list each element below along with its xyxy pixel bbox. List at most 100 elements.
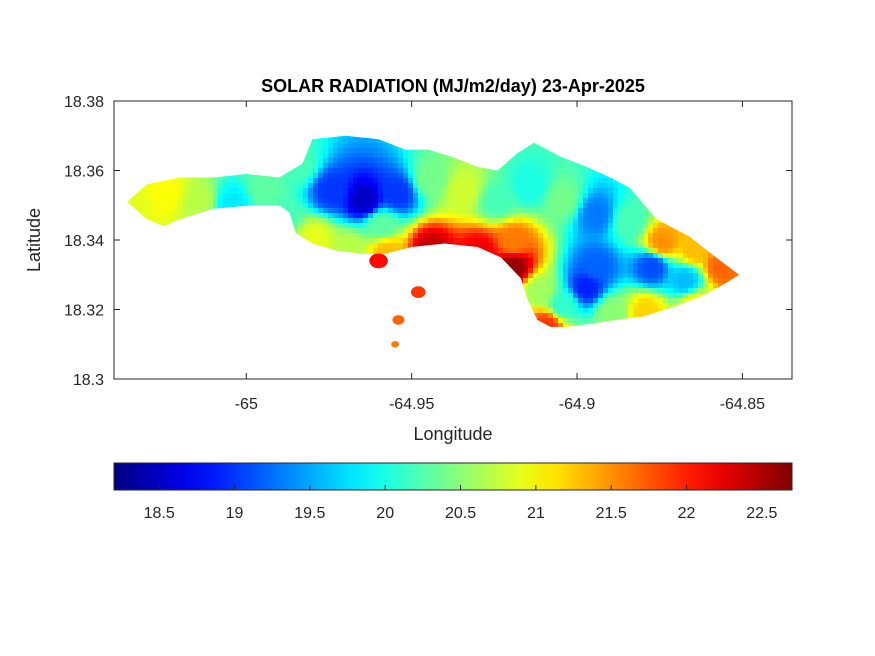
heatmap-cell bbox=[358, 193, 364, 199]
heatmap-cell bbox=[528, 143, 534, 149]
heatmap-cell bbox=[293, 203, 299, 209]
heatmap-cell bbox=[523, 243, 529, 249]
heatmap-cell bbox=[588, 193, 594, 199]
heatmap-cell bbox=[543, 163, 549, 169]
heatmap-cell bbox=[138, 208, 144, 214]
heatmap-cell bbox=[608, 238, 614, 244]
heatmap-cell bbox=[443, 163, 449, 169]
heatmap-cell bbox=[153, 213, 159, 219]
heatmap-cell bbox=[648, 223, 654, 229]
heatmap-cell bbox=[518, 268, 524, 274]
heatmap-cell bbox=[668, 238, 674, 244]
heatmap-cell bbox=[583, 203, 589, 209]
heatmap-cell bbox=[493, 178, 499, 184]
heatmap-cell bbox=[513, 208, 519, 214]
heatmap-cell bbox=[483, 183, 489, 189]
heatmap-cell bbox=[318, 218, 324, 224]
heatmap-cell bbox=[633, 253, 639, 259]
heatmap-cell bbox=[608, 273, 614, 279]
heatmap-cell bbox=[538, 223, 544, 229]
heatmap-cell bbox=[308, 158, 314, 164]
heatmap-cell bbox=[378, 188, 384, 194]
heatmap-cell bbox=[593, 253, 599, 259]
heatmap-cell bbox=[673, 228, 679, 234]
heatmap-cell bbox=[403, 208, 409, 214]
heatmap-cell bbox=[643, 263, 649, 269]
heatmap-cell bbox=[548, 208, 554, 214]
heatmap-cell bbox=[568, 263, 574, 269]
heatmap-cell bbox=[193, 198, 199, 204]
heatmap-cell bbox=[668, 278, 674, 284]
heatmap-cell bbox=[523, 263, 529, 269]
heatmap-cell bbox=[353, 135, 359, 139]
heatmap-cell bbox=[538, 253, 544, 259]
heatmap-cell bbox=[438, 228, 444, 234]
heatmap-cell bbox=[338, 233, 344, 239]
heatmap-cell bbox=[688, 263, 694, 269]
heatmap-cell bbox=[643, 258, 649, 264]
heatmap-cell bbox=[438, 178, 444, 184]
heatmap-cell bbox=[638, 293, 644, 299]
heatmap-cell bbox=[303, 178, 309, 184]
heatmap-cell bbox=[453, 238, 459, 244]
heatmap-cell bbox=[138, 203, 144, 209]
heatmap-cell bbox=[638, 243, 644, 249]
heatmap-cell bbox=[673, 248, 679, 254]
heatmap-cell bbox=[453, 183, 459, 189]
heatmap-cell bbox=[508, 173, 514, 179]
heatmap-cell bbox=[698, 268, 704, 274]
heatmap-cell bbox=[393, 203, 399, 209]
heatmap-cell bbox=[358, 228, 364, 234]
heatmap-cell bbox=[243, 193, 249, 199]
heatmap-cell bbox=[413, 213, 419, 219]
heatmap-cell bbox=[533, 278, 539, 284]
heatmap-cell bbox=[578, 278, 584, 284]
heatmap-cell bbox=[533, 193, 539, 199]
heatmap-cell bbox=[323, 223, 329, 229]
heatmap-cell bbox=[423, 228, 429, 234]
heatmap-cell bbox=[228, 173, 234, 179]
heatmap-cell bbox=[378, 163, 384, 169]
heatmap-cell bbox=[638, 278, 644, 284]
heatmap-cell bbox=[478, 243, 484, 249]
heatmap-cell bbox=[323, 213, 329, 219]
heatmap-cell bbox=[488, 208, 494, 214]
heatmap-cell bbox=[388, 228, 394, 234]
heatmap-cell bbox=[573, 178, 579, 184]
heatmap-cell bbox=[608, 248, 614, 254]
heatmap-cell bbox=[338, 178, 344, 184]
heatmap-cell bbox=[648, 238, 654, 244]
heatmap-cell bbox=[383, 153, 389, 159]
heatmap-cell bbox=[703, 268, 709, 274]
heatmap-cell bbox=[548, 158, 554, 164]
heatmap-cell bbox=[573, 193, 579, 199]
heatmap-cell bbox=[333, 193, 339, 199]
heatmap-cell bbox=[403, 228, 409, 234]
heatmap-cell bbox=[523, 273, 529, 279]
heatmap-cell bbox=[628, 243, 634, 249]
heatmap-cell bbox=[453, 233, 459, 239]
heatmap-cell bbox=[638, 218, 644, 224]
heatmap-cell bbox=[648, 243, 654, 249]
heatmap-cell bbox=[433, 203, 439, 209]
heatmap-cell bbox=[598, 263, 604, 269]
heatmap-cell bbox=[628, 223, 634, 229]
heatmap-cell bbox=[353, 203, 359, 209]
heatmap-cell bbox=[543, 303, 549, 309]
heatmap-cell bbox=[593, 188, 599, 194]
heatmap-cell bbox=[323, 203, 329, 209]
heatmap-cell bbox=[568, 283, 574, 289]
heatmap-cell bbox=[408, 158, 414, 164]
heatmap-cell bbox=[553, 293, 559, 299]
heatmap-cell bbox=[673, 233, 679, 239]
heatmap-cell bbox=[613, 303, 619, 309]
heatmap-cell bbox=[558, 298, 564, 304]
heatmap-cell bbox=[168, 203, 174, 209]
heatmap-cell bbox=[568, 258, 574, 264]
heatmap-cell bbox=[353, 213, 359, 219]
heatmap-cell bbox=[433, 198, 439, 204]
heatmap-cell bbox=[538, 258, 544, 264]
heatmap-cell bbox=[483, 173, 489, 179]
heatmap-cell bbox=[418, 213, 424, 219]
heatmap-cell bbox=[558, 263, 564, 269]
